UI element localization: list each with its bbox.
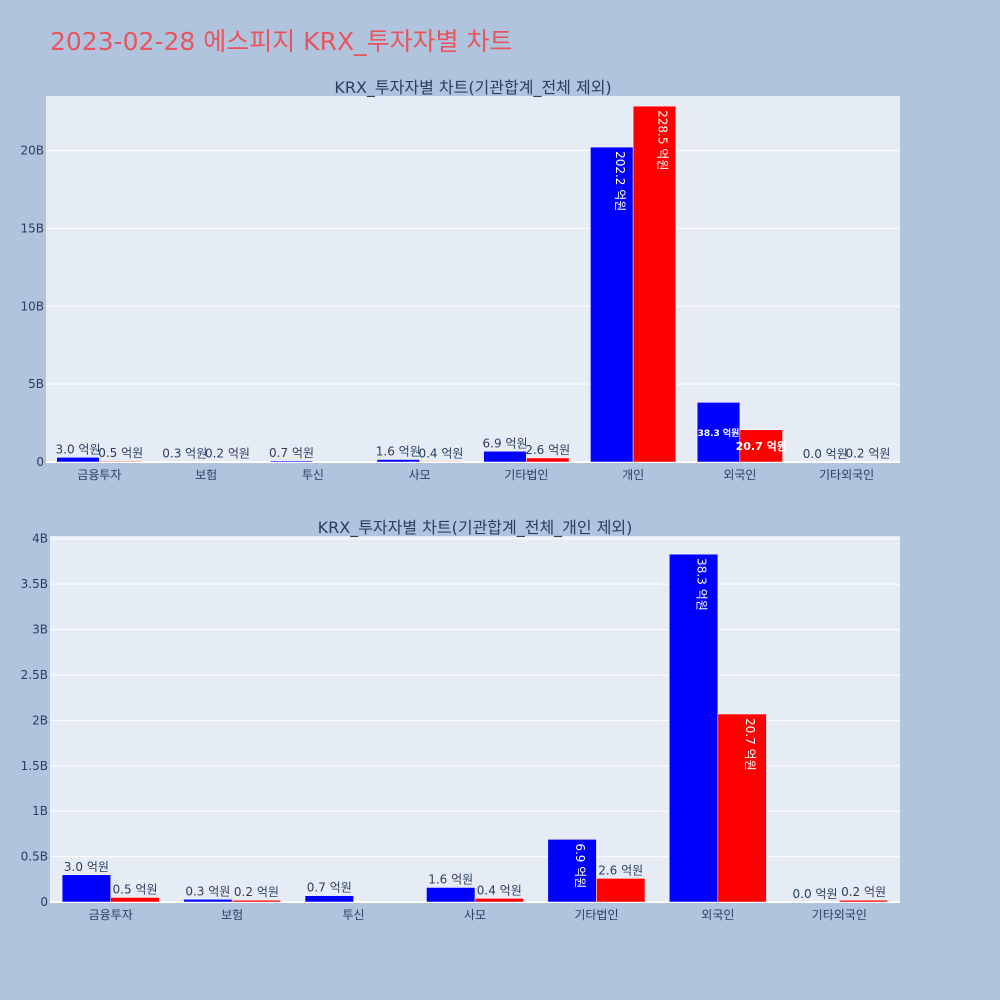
bar xyxy=(56,457,100,463)
bar xyxy=(483,451,527,463)
chart-title: KRX_투자자별 차트(기관합계_전체 제외) xyxy=(334,78,611,98)
bar xyxy=(669,553,719,903)
x-tick-label: 사모 xyxy=(464,908,486,922)
bar-label: 0.3 억원 xyxy=(185,884,230,898)
plot-area xyxy=(50,536,900,902)
bar xyxy=(376,459,420,463)
bar-label: 0.0 억원 xyxy=(793,887,838,901)
bar xyxy=(632,105,677,463)
bar xyxy=(269,460,314,463)
y-tick-label: 15B xyxy=(20,221,44,235)
bar-label: 3.0 억원 xyxy=(56,442,101,456)
bar-label: 0.4 억원 xyxy=(477,883,522,897)
x-tick-label: 기타법인 xyxy=(504,468,548,482)
bar-label: 228.5 억원 xyxy=(655,110,669,170)
bar xyxy=(696,402,741,463)
bar-label: 0.7 억원 xyxy=(307,881,352,895)
y-tick-label: 20B xyxy=(20,144,44,158)
bar-label: 0.7 억원 xyxy=(269,446,314,460)
bar-label: 6.9 억원 xyxy=(573,843,587,888)
x-tick-label: 투신 xyxy=(302,468,324,482)
bar-label: 1.6 억원 xyxy=(376,445,421,459)
bar-label: 2.6 억원 xyxy=(525,443,570,457)
x-tick-label: 보험 xyxy=(195,468,217,482)
bar xyxy=(304,895,354,903)
bar-label: 0.2 억원 xyxy=(205,447,250,461)
bar xyxy=(526,457,570,463)
page-title: 2023-02-28 에스피지 KRX_투자자별 차트 xyxy=(50,27,513,56)
bar xyxy=(739,429,783,463)
bar xyxy=(596,878,646,903)
bar-label: 0.5 억원 xyxy=(113,882,158,896)
x-tick-label: 외국인 xyxy=(701,908,734,922)
y-tick-label: 4B xyxy=(32,532,48,546)
x-tick-label: 기타법인 xyxy=(574,908,618,922)
bar xyxy=(839,899,889,903)
bar xyxy=(547,839,597,903)
y-tick-label: 3.5B xyxy=(21,577,48,591)
bar xyxy=(231,899,281,903)
y-tick-label: 2B xyxy=(32,713,48,727)
bar xyxy=(590,146,634,463)
y-tick-label: 10B xyxy=(20,299,44,313)
bar xyxy=(110,897,160,903)
bar-label: 20.7 억원 xyxy=(743,718,757,771)
bar-label: 38.3 억원 xyxy=(695,558,709,611)
bar xyxy=(717,713,767,903)
y-tick-label: 5B xyxy=(28,377,44,391)
bar-label: 6.9 억원 xyxy=(483,436,528,450)
y-tick-label: 3B xyxy=(32,623,48,637)
bar xyxy=(61,874,111,903)
bar-label: 0.2 억원 xyxy=(841,885,886,899)
chart-bottom: 0 0.5B 1B 1.5B 2B 2.5B 3B 3.5B 4B KRX_투자자별 차트(기관합… xyxy=(21,518,900,922)
x-tick-label: 보험 xyxy=(221,908,243,922)
bar-label: 0.4 억원 xyxy=(418,446,463,460)
bar xyxy=(99,460,143,463)
bar-label: 0.0 억원 xyxy=(803,447,848,461)
y-tick-label: 0 xyxy=(36,455,44,469)
bar-label: 0.2 억원 xyxy=(234,885,279,899)
bar-label: 20.7 억원 xyxy=(736,439,787,453)
bar-label: 38.3 억원 xyxy=(698,427,740,439)
x-tick-label: 사모 xyxy=(409,468,431,482)
bar-label: 2.6 억원 xyxy=(598,863,643,877)
bar-label: 1.6 억원 xyxy=(428,872,473,886)
x-tick-label: 금융투자 xyxy=(77,468,121,482)
x-tick-label: 개인 xyxy=(622,468,644,482)
chart-top: 0 5B 10B 15B 20B KRX_투자자별 차트(기관합계_전체 제외) 금융투자 3… xyxy=(20,78,900,482)
x-tick-label: 기타외국인 xyxy=(819,468,874,482)
bar xyxy=(474,898,524,903)
bar-label: 0.3 억원 xyxy=(162,447,207,461)
y-tick-label: 1B xyxy=(32,804,48,818)
x-tick-label: 금융투자 xyxy=(89,908,133,922)
y-tick-label: 0.5B xyxy=(21,850,48,864)
bar xyxy=(183,899,233,903)
y-tick-label: 0 xyxy=(40,895,48,909)
bar xyxy=(419,461,463,463)
bar xyxy=(426,887,476,903)
plot-area xyxy=(46,96,900,462)
x-tick-label: 투신 xyxy=(343,908,365,922)
x-tick-label: 기타외국인 xyxy=(812,908,867,922)
y-tick-label: 1.5B xyxy=(21,759,48,773)
bar-label: 3.0 억원 xyxy=(64,860,109,874)
bar-label: 202.2 억원 xyxy=(613,151,627,211)
x-tick-label: 외국인 xyxy=(723,468,756,482)
bar-label: 0.2 억원 xyxy=(845,447,890,461)
chart-title: KRX_투자자별 차트(기관합계_전체_개인 제외) xyxy=(318,518,633,538)
y-tick-label: 2.5B xyxy=(21,668,48,682)
bar-label: 0.5 억원 xyxy=(98,446,143,460)
